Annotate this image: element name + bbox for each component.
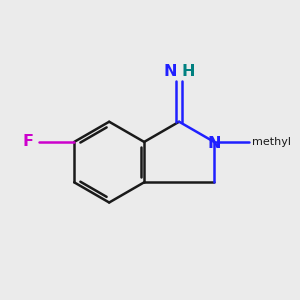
Text: N: N bbox=[164, 64, 177, 79]
Text: F: F bbox=[23, 134, 34, 149]
Text: H: H bbox=[181, 64, 195, 79]
Text: methyl: methyl bbox=[252, 137, 291, 147]
Text: N: N bbox=[207, 136, 221, 152]
